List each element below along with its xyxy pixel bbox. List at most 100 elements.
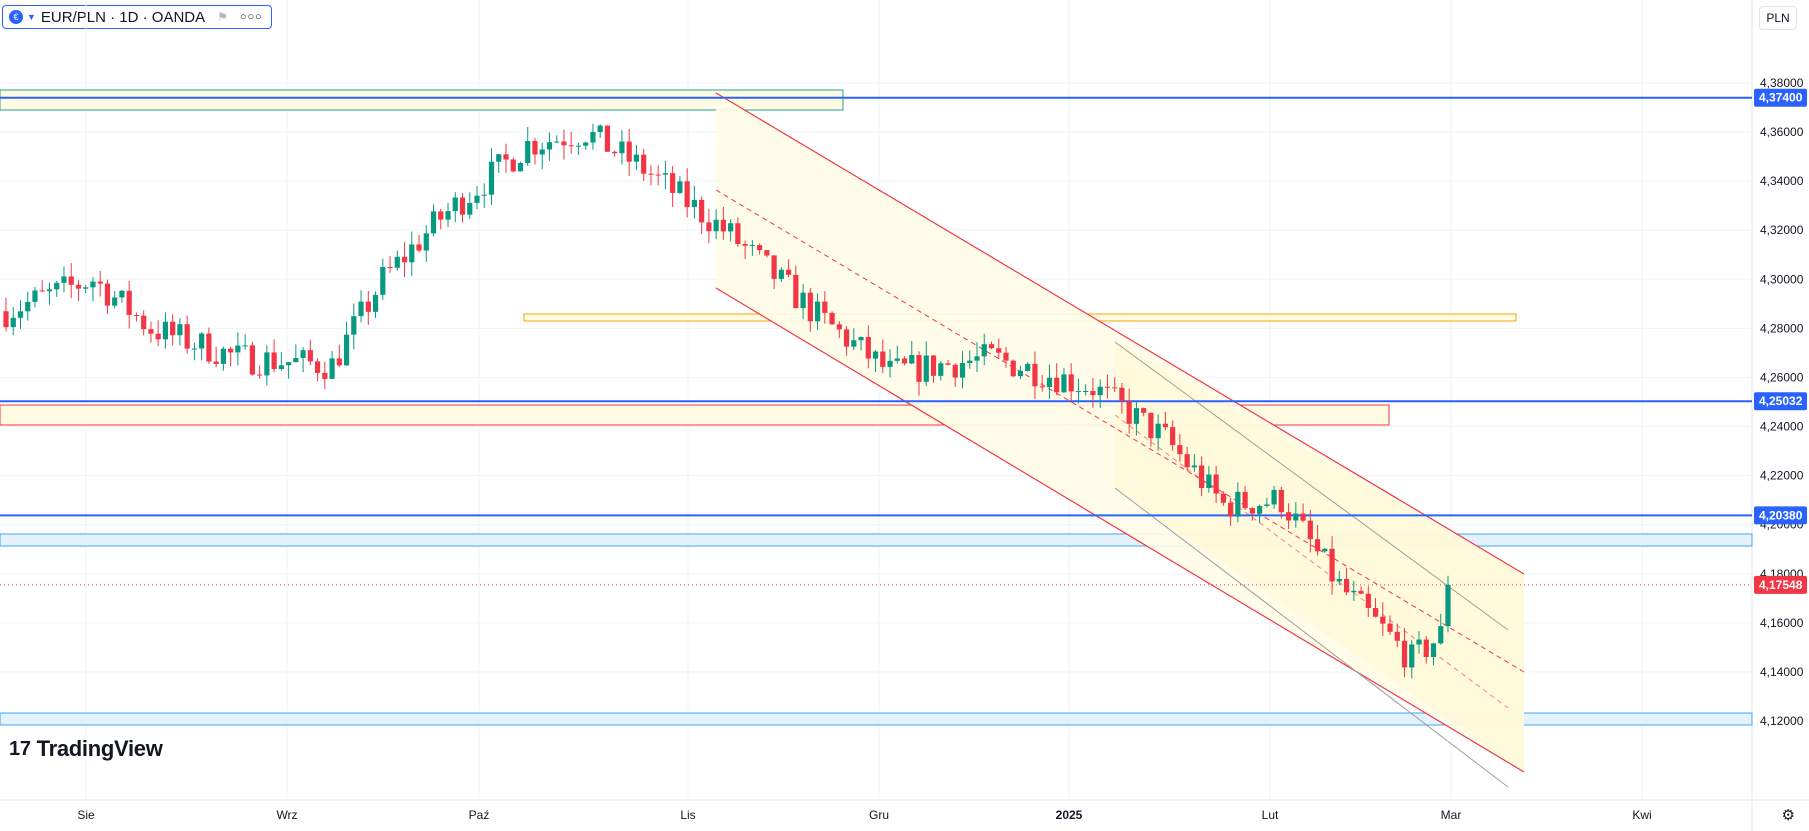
price-tick-label: 4,34000 [1760,174,1804,188]
candle [930,355,937,383]
candle-body [1358,590,1364,594]
candle-body [452,197,458,212]
candle [148,321,154,343]
candle-body [1249,508,1255,514]
candle [996,338,1002,360]
candle-body [988,344,995,349]
currency-button[interactable]: PLN [1759,6,1797,30]
drawings[interactable] [0,89,1753,788]
more-options-icon[interactable]: ○○○ [239,11,263,23]
candle-body [1126,401,1132,424]
candle-body [1170,427,1176,446]
candle [981,333,987,366]
candle [988,341,995,350]
candle [1141,407,1147,417]
candle [1191,454,1197,472]
candle [1220,491,1226,506]
candle-body [822,301,828,313]
bottom-zone-blue[interactable] [0,712,1753,726]
price-tick-label: 4,16000 [1760,616,1804,630]
flag-icon[interactable]: ⚑ [217,10,228,24]
candle-body [17,311,24,318]
candle-body [836,324,842,330]
candle-body [1394,631,1400,641]
candle [1097,379,1103,408]
candle [496,153,502,173]
candle [872,350,879,373]
price-badge-label: 4,37400 [1759,91,1803,105]
candle [278,352,284,371]
candle-body [720,219,726,232]
candle-body [155,333,161,340]
candle [539,142,545,170]
candle [865,325,871,369]
price-badge-label: 4,17548 [1759,578,1803,592]
inner-channel-fill [1115,342,1524,772]
candle [1228,497,1234,526]
channel-upper-line[interactable] [715,92,1525,575]
candle [633,144,640,171]
candle [351,303,357,350]
candle [800,283,806,320]
candle-body [1423,639,1429,658]
candle-body [814,301,821,322]
symbol-legend[interactable]: € ▼ EUR/PLN · 1D · OANDA ⚑ ○○○ [2,5,272,29]
candle-body [1119,387,1125,402]
candle-body [1090,390,1096,396]
candle-body [510,159,516,172]
candle [1054,363,1060,396]
candle-body [496,154,502,162]
price-axis[interactable]: 4,38000 4,36000 4,34000 4,32000 4,30000 4,280… [1754,76,1807,728]
candle [706,208,712,243]
candle [1083,384,1089,396]
chevron-down-icon[interactable]: ▼ [27,12,36,22]
candle [670,166,676,208]
candle-body [162,321,169,340]
candle [1300,503,1306,523]
candle [83,285,89,294]
candle-body [583,142,589,146]
candle [1372,597,1379,618]
candle-body [923,355,929,382]
time-axis[interactable]: Sie Wrz Paź Lis Gru 2025 Lut Mar Kwi [77,808,1651,822]
candle-body [670,173,676,193]
candle [1206,466,1212,493]
candle [293,344,299,363]
candle [793,265,799,309]
candle [691,185,697,219]
time-tick-label: Kwi [1632,808,1651,822]
candle [1430,642,1437,666]
candle-body [1264,504,1270,506]
candle-body [1177,445,1183,455]
candle [1336,570,1342,585]
candle [728,219,734,242]
candle-body [742,243,748,246]
candle [322,361,328,390]
candle [1039,375,1045,392]
tradingview-logo-text: TradingView [36,736,163,761]
candle-body [177,324,183,336]
resistance-zone[interactable] [0,89,844,111]
candle [880,339,886,374]
channel-lower-line[interactable] [715,287,1525,773]
candle [887,349,893,378]
candle-body [880,351,886,367]
candle [1249,507,1255,521]
candle [90,277,96,302]
candle-body [104,283,111,306]
candle-body [851,340,857,347]
candle-body [54,282,60,290]
candle [814,293,821,330]
candle [851,328,857,351]
candle-body [1097,386,1103,396]
candle-body [257,374,263,376]
settings-gear-icon[interactable]: ⚙ [1781,807,1795,824]
candle [699,196,705,235]
candle-body [1322,548,1328,552]
price-badge [1754,506,1807,525]
candle-body [1336,578,1342,582]
candle [343,321,350,366]
candle [554,135,560,144]
support-zone-blue[interactable] [0,533,1753,547]
